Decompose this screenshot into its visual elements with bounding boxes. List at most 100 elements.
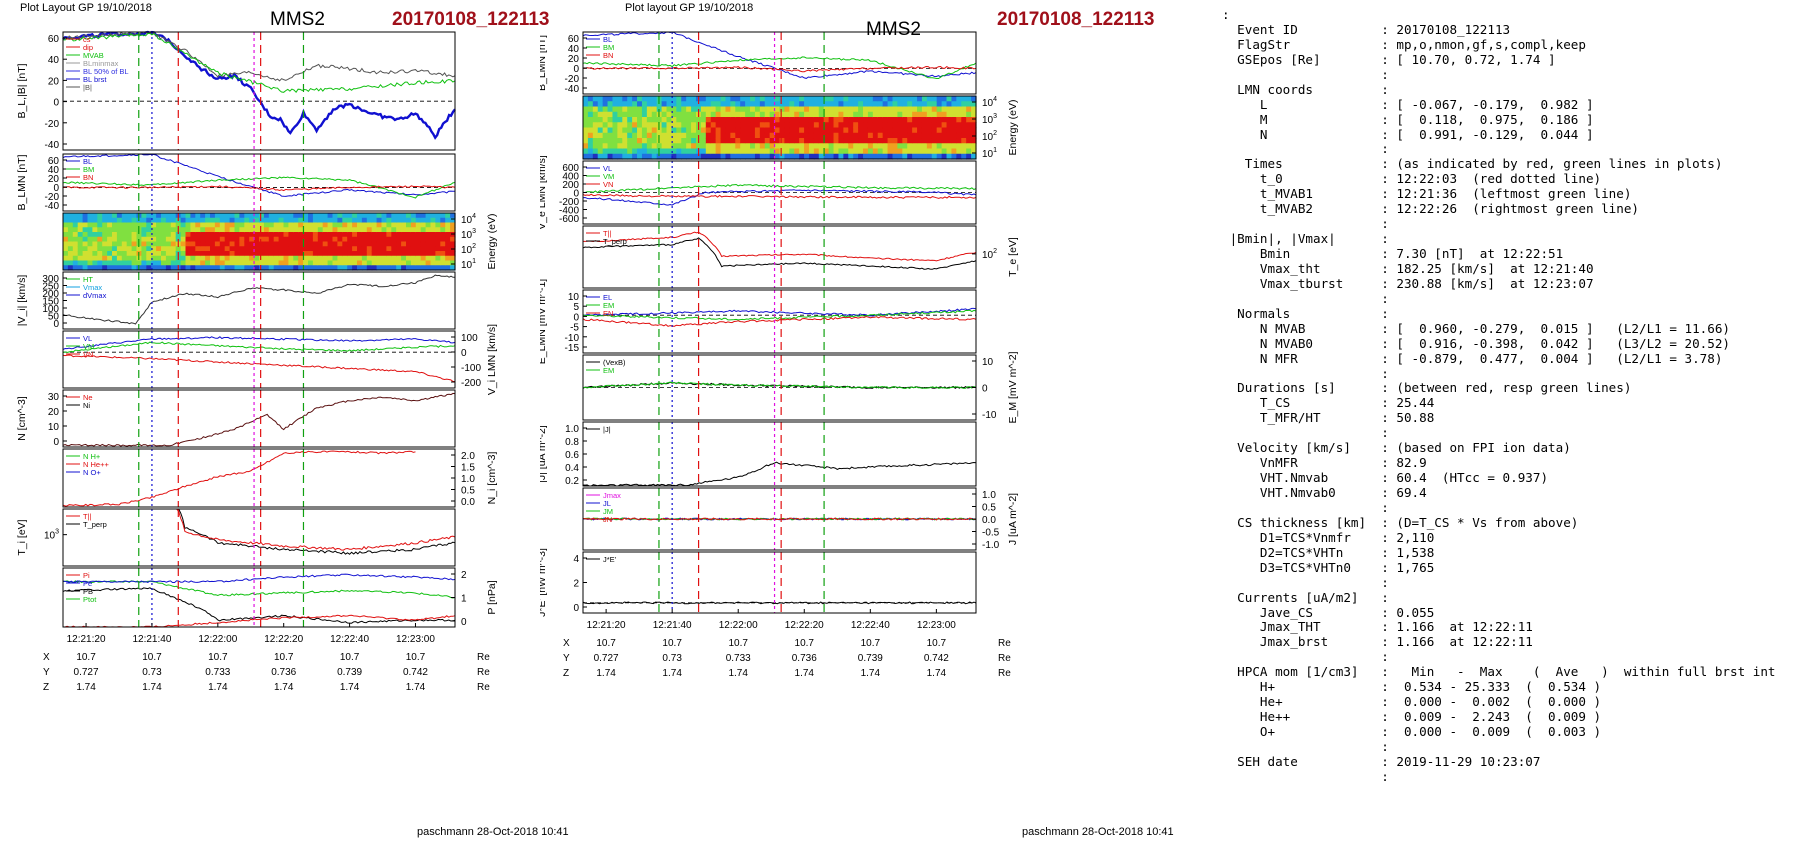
spectrogram-cell [622, 96, 628, 102]
spectrogram-cell [107, 246, 113, 252]
spectrogram-cell [863, 101, 869, 108]
spectrogram-cell [641, 138, 648, 144]
spectrogram-cell [352, 213, 358, 219]
spectrogram-cell [112, 222, 118, 228]
spectrogram-cell [813, 138, 820, 144]
spectrogram-cell [82, 232, 89, 238]
spectrogram-cell [926, 96, 933, 102]
spectrogram-cell [126, 217, 133, 224]
position-row-name: Y [43, 667, 50, 678]
spectrogram-cell [381, 241, 387, 247]
spectrogram-cell [735, 138, 741, 144]
spectrogram-cell [745, 101, 751, 108]
spectrogram-cell [921, 132, 928, 139]
x-tick-label: 12:22:20 [264, 634, 303, 645]
spectrogram-cell [966, 96, 972, 102]
spectrogram-cell [303, 260, 309, 266]
spectrogram-cell [268, 255, 275, 262]
spectrogram-cell [971, 106, 977, 113]
summary-line: : [1222, 365, 1389, 381]
spectrogram-cell [661, 127, 668, 134]
spectrogram-cell [912, 132, 918, 139]
series-line-t-perp [582, 237, 977, 270]
spectrogram-cell [971, 143, 977, 150]
spectrogram-cell [283, 265, 289, 271]
spectrogram-cell [617, 153, 623, 160]
spectrogram-cell [229, 232, 236, 238]
spectrogram-cell [627, 101, 633, 108]
spectrogram-cell [583, 96, 589, 102]
spectrogram-cell [912, 127, 918, 134]
spectrogram-cell [445, 217, 451, 224]
spectrogram-cell [102, 241, 108, 247]
spectrogram-cell [440, 222, 446, 228]
x-tick-label: 12:22:40 [330, 634, 369, 645]
spectrogram-cell [602, 101, 609, 108]
spectrogram-cell [337, 232, 343, 238]
spectrogram-cell [268, 227, 275, 233]
spectrogram-cell [401, 227, 407, 233]
spectrogram-cell [735, 148, 741, 155]
series-line-bn [582, 65, 977, 73]
spectrogram-cell [288, 260, 294, 266]
spectrogram-cell [278, 227, 285, 233]
spectrogram-cell [219, 241, 226, 247]
legend-label: JM [603, 507, 613, 516]
spectrogram-cell [445, 227, 451, 233]
spectrogram-cell [107, 251, 113, 257]
spectrogram-cell [116, 227, 123, 233]
spectrogram-cell [298, 255, 304, 262]
summary-line: |Bmin|, |Vmax| : [1222, 231, 1389, 247]
spectrogram-cell [357, 213, 363, 219]
spectrogram-cell [303, 251, 309, 257]
spectrogram-cell [867, 111, 874, 118]
spectrogram-cell [371, 241, 378, 247]
spectrogram-cell [764, 96, 771, 102]
spectrogram-cell [97, 217, 103, 224]
summary-line: t_MVAB1 : 12:21:36 (leftmost green line) [1222, 186, 1632, 202]
legend-label: Ne [83, 393, 93, 402]
spectrogram-cell [87, 213, 93, 219]
spectrogram-cell [391, 232, 397, 238]
spectrogram-cell [308, 227, 314, 233]
spectrogram-cell [327, 222, 334, 228]
spectrogram-cell [705, 143, 712, 150]
spectrogram-cell [210, 241, 216, 247]
summary-line: Jmax_THT : 1.166 at 12:22:11 [1222, 619, 1533, 635]
spectrogram-cell [646, 127, 653, 134]
spectrogram-cell [843, 153, 849, 160]
spectrogram-cell [691, 153, 697, 160]
spectrogram-cell [347, 246, 353, 252]
spectrogram-cell [617, 111, 623, 118]
y-axis-label: |J| [uA m^-2] [540, 425, 548, 483]
spectrogram-cell [342, 246, 348, 252]
spectrogram-cell [435, 227, 441, 233]
spectrogram-cell [587, 132, 594, 139]
spectrogram-cell [641, 148, 648, 155]
summary-line: Jmax_brst : 1.166 at 12:22:11 [1222, 634, 1533, 650]
spectrogram-cell [764, 111, 771, 118]
spectrogram-cell [121, 232, 128, 238]
spectrogram-cell [67, 232, 74, 238]
spectrogram-cell [136, 246, 142, 252]
spectrogram-cell [877, 132, 884, 139]
spectrogram-cell [82, 227, 89, 233]
legend-label: |J| [603, 425, 611, 434]
spectrogram-cell [131, 232, 138, 238]
spectrogram-cell [966, 127, 972, 134]
summary-line: Velocity [km/s] : (based on FPI ion data… [1222, 440, 1571, 456]
summary-line: Bmin : 7.30 [nT] at 12:22:51 [1222, 246, 1564, 261]
spectrogram-cell [926, 132, 933, 139]
spectrogram-cell [322, 255, 329, 262]
spectrogram-cell [892, 132, 898, 139]
y-tick-label: 60 [48, 34, 60, 45]
spectrogram-cell [931, 132, 938, 139]
spectrogram-cell [205, 265, 211, 271]
spectrogram-cell [170, 236, 177, 243]
legend-label: Pe [83, 579, 92, 588]
spectrogram-cell [912, 101, 918, 108]
spectrogram-cell [592, 106, 599, 113]
spectrogram-cell [337, 246, 343, 252]
spectrogram-cell [774, 143, 781, 150]
spectrogram-cell [700, 153, 707, 160]
